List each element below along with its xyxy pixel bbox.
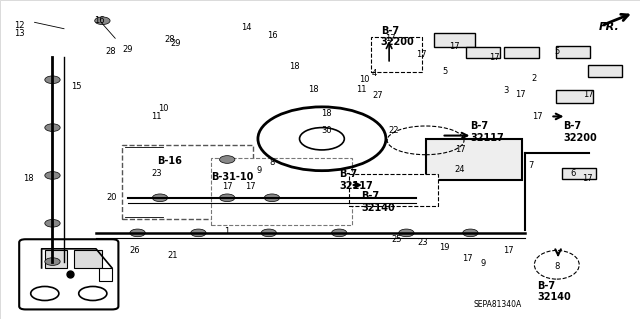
Text: FR.: FR. xyxy=(598,22,619,32)
Text: 1: 1 xyxy=(225,227,230,236)
FancyBboxPatch shape xyxy=(434,33,475,47)
Text: B-7
32117: B-7 32117 xyxy=(339,169,373,191)
Circle shape xyxy=(220,194,235,202)
Text: 28: 28 xyxy=(164,35,175,44)
Circle shape xyxy=(191,229,206,237)
Text: 15: 15 xyxy=(72,82,82,91)
Circle shape xyxy=(45,172,60,179)
Text: 27: 27 xyxy=(372,91,383,100)
Text: 17: 17 xyxy=(532,112,543,121)
Circle shape xyxy=(332,229,347,237)
Text: 16: 16 xyxy=(267,31,277,40)
Text: B-7
32200: B-7 32200 xyxy=(381,26,415,47)
Text: 3: 3 xyxy=(503,86,508,95)
FancyBboxPatch shape xyxy=(588,65,622,77)
Text: 19: 19 xyxy=(440,243,450,252)
FancyBboxPatch shape xyxy=(371,37,422,72)
Text: 17: 17 xyxy=(385,34,396,43)
Text: B-7
32200: B-7 32200 xyxy=(563,121,597,143)
FancyBboxPatch shape xyxy=(19,239,118,309)
FancyBboxPatch shape xyxy=(74,250,102,268)
FancyBboxPatch shape xyxy=(211,158,352,225)
Text: 8: 8 xyxy=(554,262,559,271)
Text: B-7
32140: B-7 32140 xyxy=(538,281,572,302)
Text: 30: 30 xyxy=(321,126,332,135)
Text: 11: 11 xyxy=(356,85,367,94)
FancyBboxPatch shape xyxy=(556,90,593,103)
FancyBboxPatch shape xyxy=(99,268,112,281)
Text: 18: 18 xyxy=(289,63,300,71)
Text: 17: 17 xyxy=(462,254,472,263)
Text: 16: 16 xyxy=(94,16,104,25)
FancyBboxPatch shape xyxy=(466,47,500,58)
Text: 9: 9 xyxy=(481,259,486,268)
Text: 4: 4 xyxy=(372,69,377,78)
Circle shape xyxy=(261,229,276,237)
Text: 8: 8 xyxy=(269,158,275,167)
Text: 25: 25 xyxy=(392,235,402,244)
Text: 10: 10 xyxy=(158,104,168,113)
Text: 18: 18 xyxy=(308,85,319,94)
Text: SEPA81340A: SEPA81340A xyxy=(474,300,522,309)
Text: 18: 18 xyxy=(321,109,332,118)
Text: 22: 22 xyxy=(388,126,399,135)
Text: 10: 10 xyxy=(360,75,370,84)
Text: 17: 17 xyxy=(456,145,466,154)
FancyBboxPatch shape xyxy=(556,46,590,58)
Circle shape xyxy=(463,229,478,237)
Text: 24: 24 xyxy=(454,165,465,174)
Text: 7: 7 xyxy=(529,161,534,170)
Text: 23: 23 xyxy=(417,238,428,247)
Text: 23: 23 xyxy=(152,169,162,178)
Text: 12: 12 xyxy=(14,21,24,30)
Text: 2: 2 xyxy=(532,74,537,83)
Text: 26: 26 xyxy=(129,246,140,255)
FancyBboxPatch shape xyxy=(349,174,438,206)
Text: 21: 21 xyxy=(168,251,178,260)
Circle shape xyxy=(45,124,60,131)
FancyBboxPatch shape xyxy=(562,168,596,179)
Text: 17: 17 xyxy=(582,174,593,183)
Text: B-31-10: B-31-10 xyxy=(211,172,253,182)
Text: 18: 18 xyxy=(24,174,34,183)
Text: 17: 17 xyxy=(490,53,500,62)
Text: 29: 29 xyxy=(123,45,133,54)
FancyBboxPatch shape xyxy=(426,139,522,180)
Text: 17: 17 xyxy=(515,90,525,99)
Text: 14: 14 xyxy=(241,23,252,32)
Text: 20: 20 xyxy=(107,193,117,202)
Text: 17: 17 xyxy=(584,90,594,99)
Text: 11: 11 xyxy=(152,112,162,121)
Text: 28: 28 xyxy=(106,47,116,56)
Circle shape xyxy=(152,194,168,202)
Text: B-16: B-16 xyxy=(157,156,182,166)
Circle shape xyxy=(399,229,414,237)
Circle shape xyxy=(45,76,60,84)
Text: 17: 17 xyxy=(504,246,514,255)
FancyBboxPatch shape xyxy=(504,47,539,58)
Text: 5: 5 xyxy=(442,67,447,76)
Circle shape xyxy=(130,229,145,237)
Text: B-7
32117: B-7 32117 xyxy=(470,121,504,143)
Circle shape xyxy=(45,219,60,227)
Text: 6: 6 xyxy=(570,169,575,178)
Circle shape xyxy=(95,17,110,25)
Text: 5: 5 xyxy=(554,47,559,56)
FancyBboxPatch shape xyxy=(45,250,67,268)
Text: 9: 9 xyxy=(257,166,262,175)
Text: 17: 17 xyxy=(449,42,460,51)
Circle shape xyxy=(220,156,235,163)
Text: 17: 17 xyxy=(222,182,232,191)
Text: 29: 29 xyxy=(171,39,181,48)
Circle shape xyxy=(45,258,60,265)
Text: B-7
32140: B-7 32140 xyxy=(362,191,396,213)
Text: 17: 17 xyxy=(246,182,256,191)
Text: 13: 13 xyxy=(14,29,24,38)
FancyBboxPatch shape xyxy=(122,145,253,219)
Circle shape xyxy=(264,194,280,202)
Text: 17: 17 xyxy=(416,50,426,59)
